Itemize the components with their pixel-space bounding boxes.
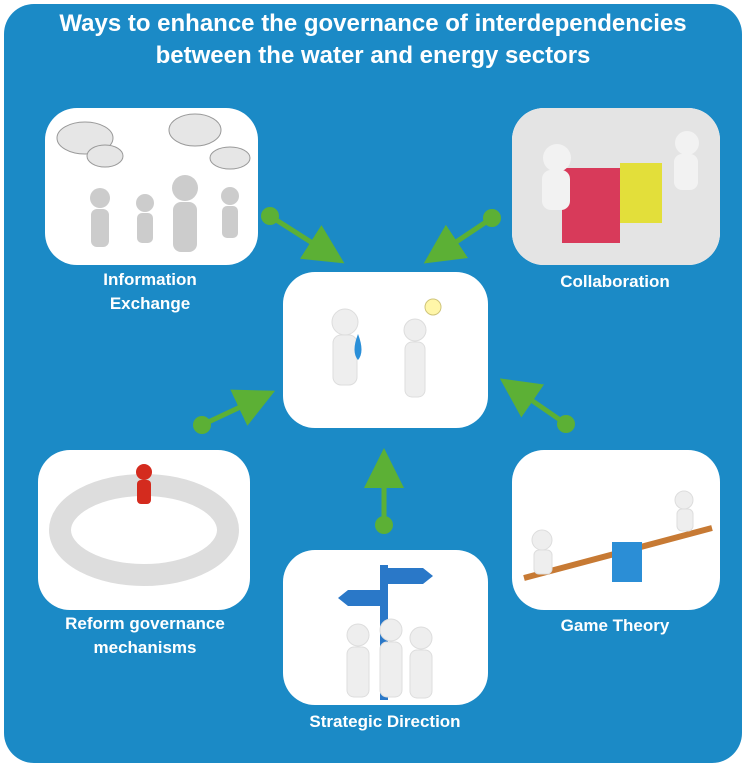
arrow-tail	[261, 207, 279, 225]
arrow	[432, 218, 492, 258]
arrow	[508, 384, 566, 424]
node-label: Strategic Direction	[270, 710, 500, 734]
arrow	[270, 216, 336, 258]
diagram: Ways to enhance the governance of interd…	[0, 0, 746, 767]
node-label: Information Exchange	[70, 268, 230, 316]
arrow-tail	[483, 209, 501, 227]
node-label: Reform governance mechanisms	[30, 612, 260, 660]
node-label: Collaboration	[530, 270, 700, 294]
node-label: Game Theory	[520, 614, 710, 638]
arrow-tail	[375, 516, 393, 534]
arrow	[202, 395, 266, 425]
arrow-tail	[193, 416, 211, 434]
arrow-tail	[557, 415, 575, 433]
